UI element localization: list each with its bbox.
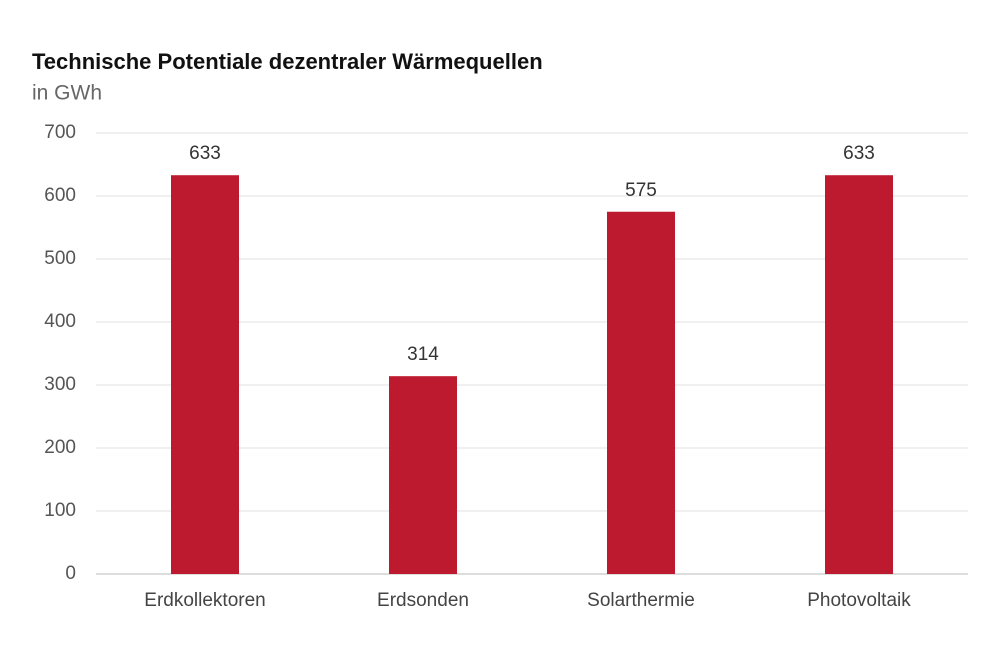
y-tick-label: 200	[44, 437, 76, 458]
y-tick-label: 600	[44, 185, 76, 206]
x-tick-label: Photovoltaik	[807, 590, 911, 611]
y-tick-label: 0	[65, 563, 76, 584]
bar	[171, 175, 239, 574]
y-tick-label: 700	[44, 122, 76, 143]
y-tick-label: 300	[44, 374, 76, 395]
bar	[825, 175, 893, 574]
value-label: 575	[625, 180, 657, 201]
y-tick-label: 500	[44, 248, 76, 269]
value-label: 633	[843, 143, 875, 164]
bar	[389, 376, 457, 574]
x-tick-label: Erdkollektoren	[144, 590, 265, 611]
y-tick-label: 100	[44, 500, 76, 521]
x-tick-label: Solarthermie	[587, 590, 695, 611]
chart-title: Technische Potentiale dezentraler Wärmeq…	[32, 49, 543, 74]
x-tick-label: Erdsonden	[377, 590, 469, 611]
bar	[607, 211, 675, 574]
y-tick-label: 400	[44, 311, 76, 332]
value-label: 633	[189, 143, 221, 164]
chart-subtitle: in GWh	[32, 82, 102, 105]
value-label: 314	[407, 344, 439, 365]
